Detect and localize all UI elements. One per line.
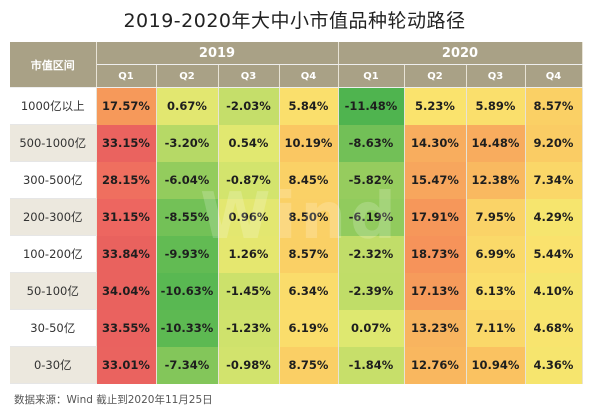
heatmap-cell: 5.84%: [279, 87, 339, 125]
row-label: 1000亿以上: [10, 87, 97, 125]
heatmap-cell: -5.82%: [338, 161, 405, 199]
heatmap-cell: -0.87%: [218, 161, 280, 199]
heatmap-cell: 1.26%: [218, 235, 280, 273]
heatmap-cell: 34.04%: [96, 272, 157, 310]
heatmap-cell: 17.57%: [96, 87, 157, 125]
quarter-header: Q1: [338, 64, 405, 88]
heatmap-cell: -2.32%: [338, 235, 405, 273]
heatmap-cell: 6.13%: [466, 272, 526, 310]
heatmap-cell: 0.54%: [218, 124, 280, 162]
heatmap-cell: 0.67%: [156, 87, 219, 125]
table-row: 30-50亿 33.55% -10.33% -1.23% 6.19% 0.07% 13.23…: [10, 309, 583, 347]
row-label: 100-200亿: [10, 235, 97, 273]
heatmap-cell: 6.99%: [466, 235, 526, 273]
heatmap-cell: 14.48%: [466, 124, 526, 162]
row-label: 30-50亿: [10, 309, 97, 347]
heatmap-cell: 10.94%: [466, 346, 526, 384]
heatmap-cell: -1.45%: [218, 272, 280, 310]
row-header-label: 市值区间: [10, 42, 97, 88]
heatmap-cell: 33.55%: [96, 309, 157, 347]
heatmap-cell: 10.19%: [279, 124, 339, 162]
quarter-header-row: Q1 Q2 Q3 Q4 Q1 Q2 Q3 Q4: [10, 64, 583, 88]
year-2019-header: 2019: [96, 42, 339, 65]
heatmap-cell: 7.11%: [466, 309, 526, 347]
heatmap-cell: -3.20%: [156, 124, 219, 162]
heatmap-cell: 8.57%: [279, 235, 339, 273]
heatmap-cell: 33.01%: [96, 346, 157, 384]
source-footnote: 数据来源：Wind 截止到2020年11月25日: [14, 394, 213, 406]
year-2020-header: 2020: [338, 42, 583, 65]
heatmap-cell: 31.15%: [96, 198, 157, 236]
heatmap-cell: -1.23%: [218, 309, 280, 347]
row-label: 200-300亿: [10, 198, 97, 236]
heatmap-cell: -11.48%: [338, 87, 405, 125]
heatmap-cell: -8.55%: [156, 198, 219, 236]
heatmap-cell: 17.91%: [404, 198, 467, 236]
heatmap-cell: -10.63%: [156, 272, 219, 310]
heatmap-cell: 4.36%: [525, 346, 583, 384]
quarter-header: Q1: [96, 64, 157, 88]
heatmap-cell: 6.34%: [279, 272, 339, 310]
heatmap-cell: -7.34%: [156, 346, 219, 384]
heatmap-cell: 9.20%: [525, 124, 583, 162]
heatmap-cell: 17.13%: [404, 272, 467, 310]
quarter-header: Q2: [404, 64, 467, 88]
heatmap-cell: -0.98%: [218, 346, 280, 384]
heatmap-cell: 8.50%: [279, 198, 339, 236]
table-row: 500-1000亿 33.15% -3.20% 0.54% 10.19% -8.63% 14…: [10, 124, 583, 162]
heatmap-cell: 12.76%: [404, 346, 467, 384]
row-label: 300-500亿: [10, 161, 97, 199]
heatmap-cell: 0.96%: [218, 198, 280, 236]
chart-title: 2019-2020年大中小市值品种轮动路径: [123, 10, 466, 32]
table-row: 0-30亿 33.01% -7.34% -0.98% 8.75% -1.84% 12.76%…: [10, 346, 583, 384]
heatmap-cell: -9.93%: [156, 235, 219, 273]
heatmap-cell: -2.03%: [218, 87, 280, 125]
heatmap-cell: 15.47%: [404, 161, 467, 199]
heatmap-cell: 7.95%: [466, 198, 526, 236]
quarter-header: Q3: [466, 64, 526, 88]
year-header-row: 市值区间 2019 2020: [10, 42, 583, 88]
heatmap-cell: 33.84%: [96, 235, 157, 273]
table-row: 50-100亿 34.04% -10.63% -1.45% 6.34% -2.39% 17.…: [10, 272, 583, 310]
heatmap-cell: 4.10%: [525, 272, 583, 310]
quarter-header: Q3: [218, 64, 280, 88]
table-row: 1000亿以上 17.57% 0.67% -2.03% 5.84% -11.48% 5.23…: [10, 87, 583, 125]
heatmap-cell: 33.15%: [96, 124, 157, 162]
heatmap-cell: -10.33%: [156, 309, 219, 347]
row-label: 0-30亿: [10, 346, 97, 384]
heatmap-cell: -2.39%: [338, 272, 405, 310]
table-body: 1000亿以上 17.57% 0.67% -2.03% 5.84% -11.48% 5.23…: [10, 87, 583, 384]
heatmap-cell: 4.29%: [525, 198, 583, 236]
heatmap-table: 市值区间 2019 2020 Q1 Q2 Q3 Q4 Q1 Q2 Q3 Q4 1…: [10, 42, 583, 384]
quarter-header: Q2: [156, 64, 219, 88]
heatmap-cell: 6.19%: [279, 309, 339, 347]
heatmap-cell: -6.04%: [156, 161, 219, 199]
quarter-header: Q4: [525, 64, 583, 88]
row-label: 500-1000亿: [10, 124, 97, 162]
heatmap-cell: 7.34%: [525, 161, 583, 199]
heatmap-cell: 8.57%: [525, 87, 583, 125]
heatmap-cell: 14.30%: [404, 124, 467, 162]
heatmap-cell: 28.15%: [96, 161, 157, 199]
heatmap-cell: 8.45%: [279, 161, 339, 199]
table-row: 100-200亿 33.84% -9.93% 1.26% 8.57% -2.32% 18.7…: [10, 235, 583, 273]
heatmap-cell: 8.75%: [279, 346, 339, 384]
heatmap-cell: 13.23%: [404, 309, 467, 347]
heatmap-cell: -6.19%: [338, 198, 405, 236]
heatmap-cell: 5.23%: [404, 87, 467, 125]
heatmap-cell: -8.63%: [338, 124, 405, 162]
heatmap-cell: 5.89%: [466, 87, 526, 125]
heatmap-cell: 0.07%: [338, 309, 405, 347]
quarter-header: Q4: [279, 64, 339, 88]
heatmap-cell: 12.38%: [466, 161, 526, 199]
heatmap-cell: -1.84%: [338, 346, 405, 384]
heatmap-cell: 18.73%: [404, 235, 467, 273]
row-label: 50-100亿: [10, 272, 97, 310]
table-row: 300-500亿 28.15% -6.04% -0.87% 8.45% -5.82% 15.…: [10, 161, 583, 199]
table-row: 200-300亿 31.15% -8.55% 0.96% 8.50% -6.19% 17.9…: [10, 198, 583, 236]
heatmap-cell: 5.44%: [525, 235, 583, 273]
heatmap-cell: 4.68%: [525, 309, 583, 347]
